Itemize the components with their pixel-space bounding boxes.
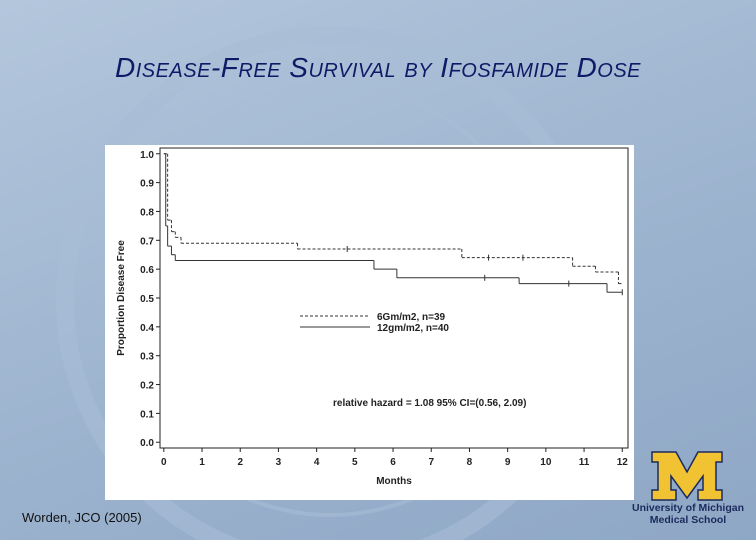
legend-label: 12gm/m2, n=40 xyxy=(377,323,449,334)
slide-title: Disease-Free Survival by Ifosfamide Dose xyxy=(114,52,642,83)
citation: Worden, JCO (2005) xyxy=(22,510,142,525)
y-tick-label: 0.3 xyxy=(140,352,154,363)
y-tick-label: 0.0 xyxy=(140,438,154,449)
legend-label: 6Gm/m2, n=39 xyxy=(377,312,446,323)
y-tick-label: 0.7 xyxy=(140,236,154,247)
y-tick-label: 1.0 xyxy=(140,150,154,161)
y-tick-label: 0.8 xyxy=(140,207,154,218)
x-tick-label: 4 xyxy=(314,457,320,468)
x-tick-label: 12 xyxy=(617,457,629,468)
x-tick-label: 10 xyxy=(540,457,552,468)
x-tick-label: 6 xyxy=(390,457,396,468)
y-tick-label: 0.5 xyxy=(140,294,154,305)
x-axis-label: Months xyxy=(376,476,412,487)
y-tick-label: 0.1 xyxy=(140,409,154,420)
logo-line: University of Michigan xyxy=(631,502,745,514)
y-axis-label: Proportion Disease Free xyxy=(116,240,127,356)
x-tick-label: 9 xyxy=(505,457,511,468)
y-tick-label: 0.6 xyxy=(140,265,154,276)
annotation: relative hazard = 1.08 95% CI=(0.56, 2.0… xyxy=(333,398,526,409)
x-tick-label: 1 xyxy=(199,457,205,468)
x-tick-label: 0 xyxy=(161,457,167,468)
logo-line: Medical School xyxy=(649,514,727,526)
x-tick-label: 7 xyxy=(428,457,434,468)
x-tick-label: 8 xyxy=(467,457,473,468)
chart-background xyxy=(105,145,634,500)
x-tick-label: 3 xyxy=(276,457,282,468)
x-tick-label: 11 xyxy=(579,457,590,468)
y-tick-label: 0.2 xyxy=(140,381,154,392)
x-tick-label: 5 xyxy=(352,457,358,468)
x-tick-label: 2 xyxy=(237,457,243,468)
y-tick-label: 0.4 xyxy=(140,323,154,334)
logo-text: University of Michigan Medical School xyxy=(624,502,752,526)
y-tick-label: 0.9 xyxy=(140,179,154,190)
